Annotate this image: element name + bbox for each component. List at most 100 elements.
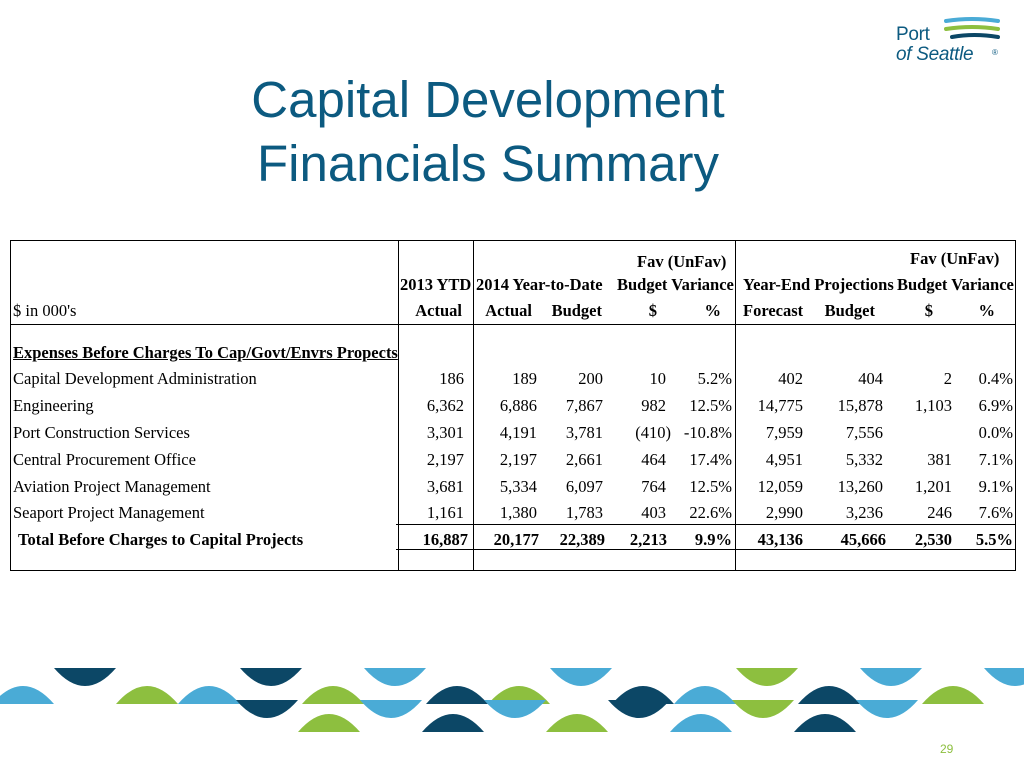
total-variance-dollars: 2,213 [629,530,667,549]
cell-variance-percent: 12.5% [689,477,732,496]
header-rule [11,324,1015,325]
row-label: Port Construction Services [13,423,190,442]
total-rule-bottom [396,549,1015,550]
wave-row-top [0,668,1024,704]
cell-2014-budget: 200 [578,369,603,388]
col-header-forecast: Forecast [743,301,804,320]
port-of-seattle-logo: Port of Seattle ® [896,16,1000,68]
cell-variance-dollars: 403 [641,503,666,522]
cell-ye-budget: 15,878 [837,396,883,415]
col-header-2014-budget: Budget [551,301,602,320]
col-header-ye-budget: Budget [824,301,875,320]
cell-2014-budget: 3,781 [565,423,603,442]
total-forecast: 43,136 [757,530,803,549]
units-label: $ in 000's [13,301,77,320]
cell-2013-actual: 186 [439,369,464,388]
cell-2013-actual: 6,362 [426,396,464,415]
cell-2014-actual: 5,334 [499,477,537,496]
cell-2014-actual: 189 [512,369,537,388]
cell-forecast: 402 [778,369,803,388]
cell-variance-dollars: 10 [649,369,667,388]
cell-ye-variance-percent: 6.9% [978,396,1013,415]
total-2014-actual: 20,177 [493,530,539,549]
cell-variance-dollars: 982 [641,396,666,415]
title-line-1: Capital Development [251,71,725,128]
col-header-variance-dollars: $ [648,301,657,320]
cell-2013-actual: 3,681 [426,477,464,496]
header-2013-ytd: 2013 YTD [400,275,472,294]
cell-ye-budget: 3,236 [845,503,883,522]
col-header-variance-percent: % [704,301,722,320]
cell-variance-dollars: 464 [641,450,666,469]
cell-2013-actual: 1,161 [426,503,464,522]
divider-col-yearend [735,241,736,570]
cell-ye-budget: 5,332 [845,450,883,469]
cell-variance-dollars: 764 [641,477,666,496]
divider-col-2013 [398,241,399,570]
cell-ye-variance-percent: 0.4% [978,369,1013,388]
total-variance-percent: 9.9% [694,530,732,549]
cell-ye-variance-percent: 0.0% [978,423,1013,442]
row-label: Aviation Project Management [13,477,211,496]
row-label: Central Procurement Office [13,450,196,469]
cell-2014-actual: 4,191 [499,423,537,442]
logo-text-seattle: of Seattle [896,44,974,65]
cell-variance-percent: 22.6% [689,503,732,522]
total-2013-actual: 16,887 [422,530,468,549]
logo-stripes-icon [944,17,1000,39]
cell-ye-budget: 404 [858,369,883,388]
cell-ye-variance-percent: 7.6% [978,503,1013,522]
col-header-ye-variance-dollars: $ [924,301,933,320]
row-label: Capital Development Administration [13,369,257,388]
cell-2014-budget: 7,867 [565,396,603,415]
total-label: Total Before Charges to Capital Projects [18,530,304,549]
cell-2014-budget: 1,783 [565,503,603,522]
slide-title: Capital Development Financials Summary [220,68,756,196]
cell-2013-actual: 2,197 [426,450,464,469]
header-fav-unfav-right: Fav (UnFav) [910,249,1000,268]
cell-2014-budget: 2,661 [565,450,603,469]
total-rule-top [396,524,1015,525]
cell-forecast: 14,775 [757,396,803,415]
row-label: Seaport Project Management [13,503,205,522]
cell-ye-variance-dollars: 1,103 [914,396,952,415]
header-fav-unfav-left: Fav (UnFav) [637,252,727,271]
total-ye-variance-dollars: 2,530 [914,530,952,549]
cell-forecast: 2,990 [765,503,803,522]
row-label: Engineering [13,396,94,415]
cell-2014-actual: 6,886 [499,396,537,415]
cell-2013-actual: 3,301 [426,423,464,442]
col-header-2013-actual: Actual [415,301,462,320]
cell-ye-variance-dollars: 246 [927,503,952,522]
cell-ye-variance-dollars: 381 [927,450,952,469]
header-budget-variance-left: Budget Variance [617,275,734,294]
total-ye-variance-percent: 5.5% [975,530,1013,549]
header-budget-variance-right: Budget Variance [897,275,1014,294]
cell-ye-budget: 13,260 [837,477,883,496]
divider-col-2014 [473,241,474,570]
total-ye-budget: 45,666 [840,530,886,549]
cell-forecast: 4,951 [765,450,803,469]
cell-variance-dollars: (410) [635,423,671,442]
slide-number: 29 [940,742,954,756]
cell-2014-actual: 1,380 [499,503,537,522]
section-header: Expenses Before Charges To Cap/Govt/Envr… [13,343,398,362]
cell-ye-variance-dollars: 2 [943,369,952,388]
logo-registered-mark: ® [992,48,998,57]
cell-ye-variance-percent: 7.1% [978,450,1013,469]
cell-ye-variance-dollars: 1,201 [914,477,952,496]
financials-table: Fav (UnFav) Fav (UnFav) 2013 YTD 2014 Ye… [10,240,1016,571]
decorative-wave-band [0,668,1024,732]
cell-ye-budget: 7,556 [845,423,883,442]
cell-variance-percent: 5.2% [697,369,732,388]
title-line-2: Financials Summary [257,135,719,192]
header-2014-year-to-date: 2014 Year-to-Date [476,275,603,294]
cell-2014-actual: 2,197 [499,450,537,469]
wave-row-bottom [236,700,918,732]
logo-text-port: Port [896,24,930,45]
cell-variance-percent: -10.8% [683,423,732,442]
cell-2014-budget: 6,097 [565,477,603,496]
cell-forecast: 12,059 [757,477,803,496]
cell-forecast: 7,959 [765,423,803,442]
cell-variance-percent: 12.5% [689,396,732,415]
